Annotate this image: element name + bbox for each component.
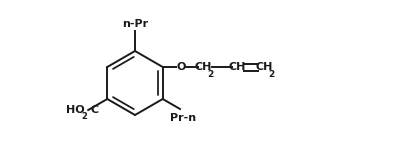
Text: Pr-n: Pr-n	[170, 113, 196, 123]
Text: O: O	[176, 62, 185, 72]
Text: 2: 2	[81, 112, 87, 121]
Text: C: C	[90, 105, 98, 115]
Text: 2: 2	[207, 69, 213, 79]
Text: CH: CH	[195, 62, 212, 72]
Text: HO: HO	[66, 105, 84, 115]
Text: CH: CH	[255, 62, 273, 72]
Text: n-Pr: n-Pr	[122, 19, 148, 29]
Text: CH: CH	[228, 62, 246, 72]
Text: 2: 2	[268, 69, 274, 79]
